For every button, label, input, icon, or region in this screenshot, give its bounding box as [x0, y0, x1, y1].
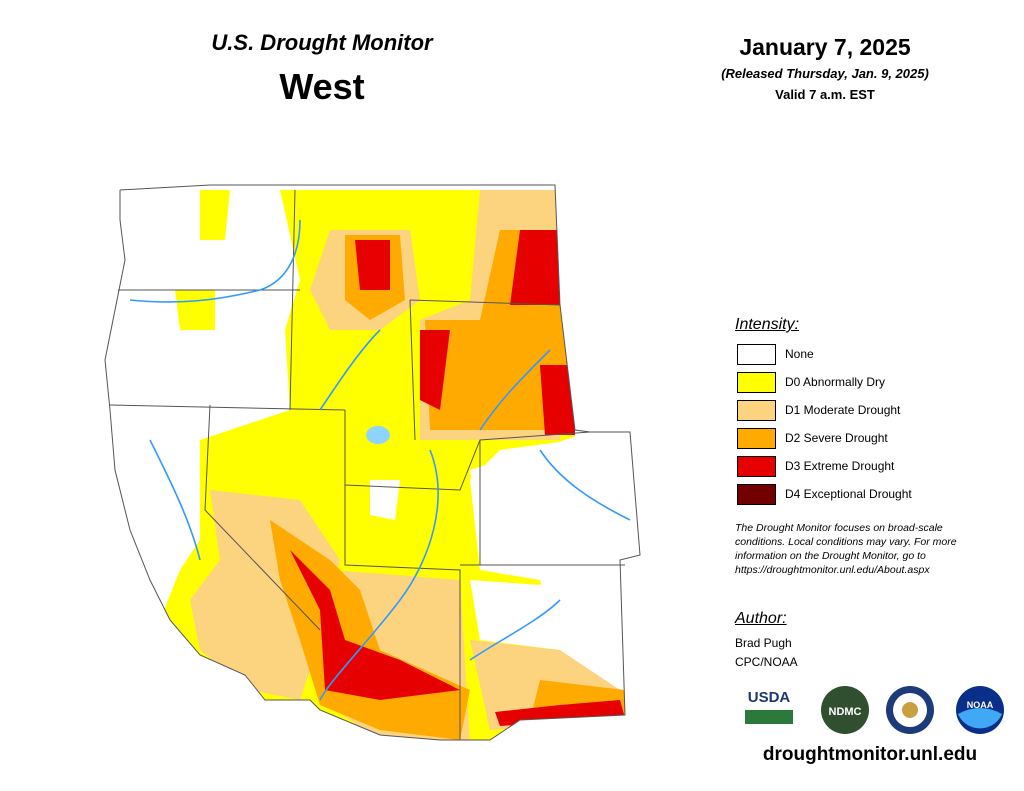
note-line: conditions. Local conditions may vary. F…: [735, 536, 957, 548]
note-line: https://droughtmonitor.unl.edu/About.asp…: [735, 564, 930, 576]
legend-label: D0 Abnormally Dry: [785, 375, 886, 389]
drought-areas: [105, 185, 640, 740]
legend-label: None: [785, 347, 814, 361]
legend-title: Intensity:: [735, 316, 800, 333]
logos: USDA NDMC NOAA: [745, 686, 1004, 734]
url: droughtmonitor.unl.edu: [762, 744, 978, 765]
valid: Valid 7 a.m. EST: [775, 87, 875, 102]
legend-label: D1 Moderate Drought: [785, 403, 901, 417]
legend-swatch: [737, 372, 776, 393]
legend-swatch: [737, 456, 776, 477]
logo-noaa: NOAA: [967, 700, 994, 710]
lake: [366, 426, 390, 444]
legend-swatch: [737, 428, 776, 449]
rivers: [129, 219, 631, 701]
note: The Drought Monitor focuses on broad-sca…: [735, 521, 957, 577]
map: [104, 184, 641, 741]
date: January 7, 2025: [739, 34, 911, 60]
legend-swatch: [737, 484, 776, 505]
author-org: CPC/NOAA: [735, 655, 798, 669]
legend-label: D2 Severe Drought: [785, 431, 888, 445]
released: (Released Thursday, Jan. 9, 2025): [721, 66, 929, 81]
region: West: [279, 66, 365, 107]
legend-swatch: [737, 344, 776, 365]
author-title: Author:: [735, 610, 787, 627]
note-line: The Drought Monitor focuses on broad-sca…: [735, 522, 943, 534]
legend-swatch: [737, 400, 776, 421]
state-lines: [104, 184, 641, 741]
title: U.S. Drought Monitor: [211, 30, 433, 55]
logo-usda: USDA: [748, 689, 791, 706]
legend-label: D3 Extreme Drought: [785, 459, 895, 473]
note-line: information on the Drought Monitor, go t…: [735, 550, 926, 562]
author-name: Brad Pugh: [735, 636, 792, 650]
legend-label: D4 Exceptional Drought: [785, 487, 912, 501]
logo-ndmc: NDMC: [829, 706, 862, 718]
